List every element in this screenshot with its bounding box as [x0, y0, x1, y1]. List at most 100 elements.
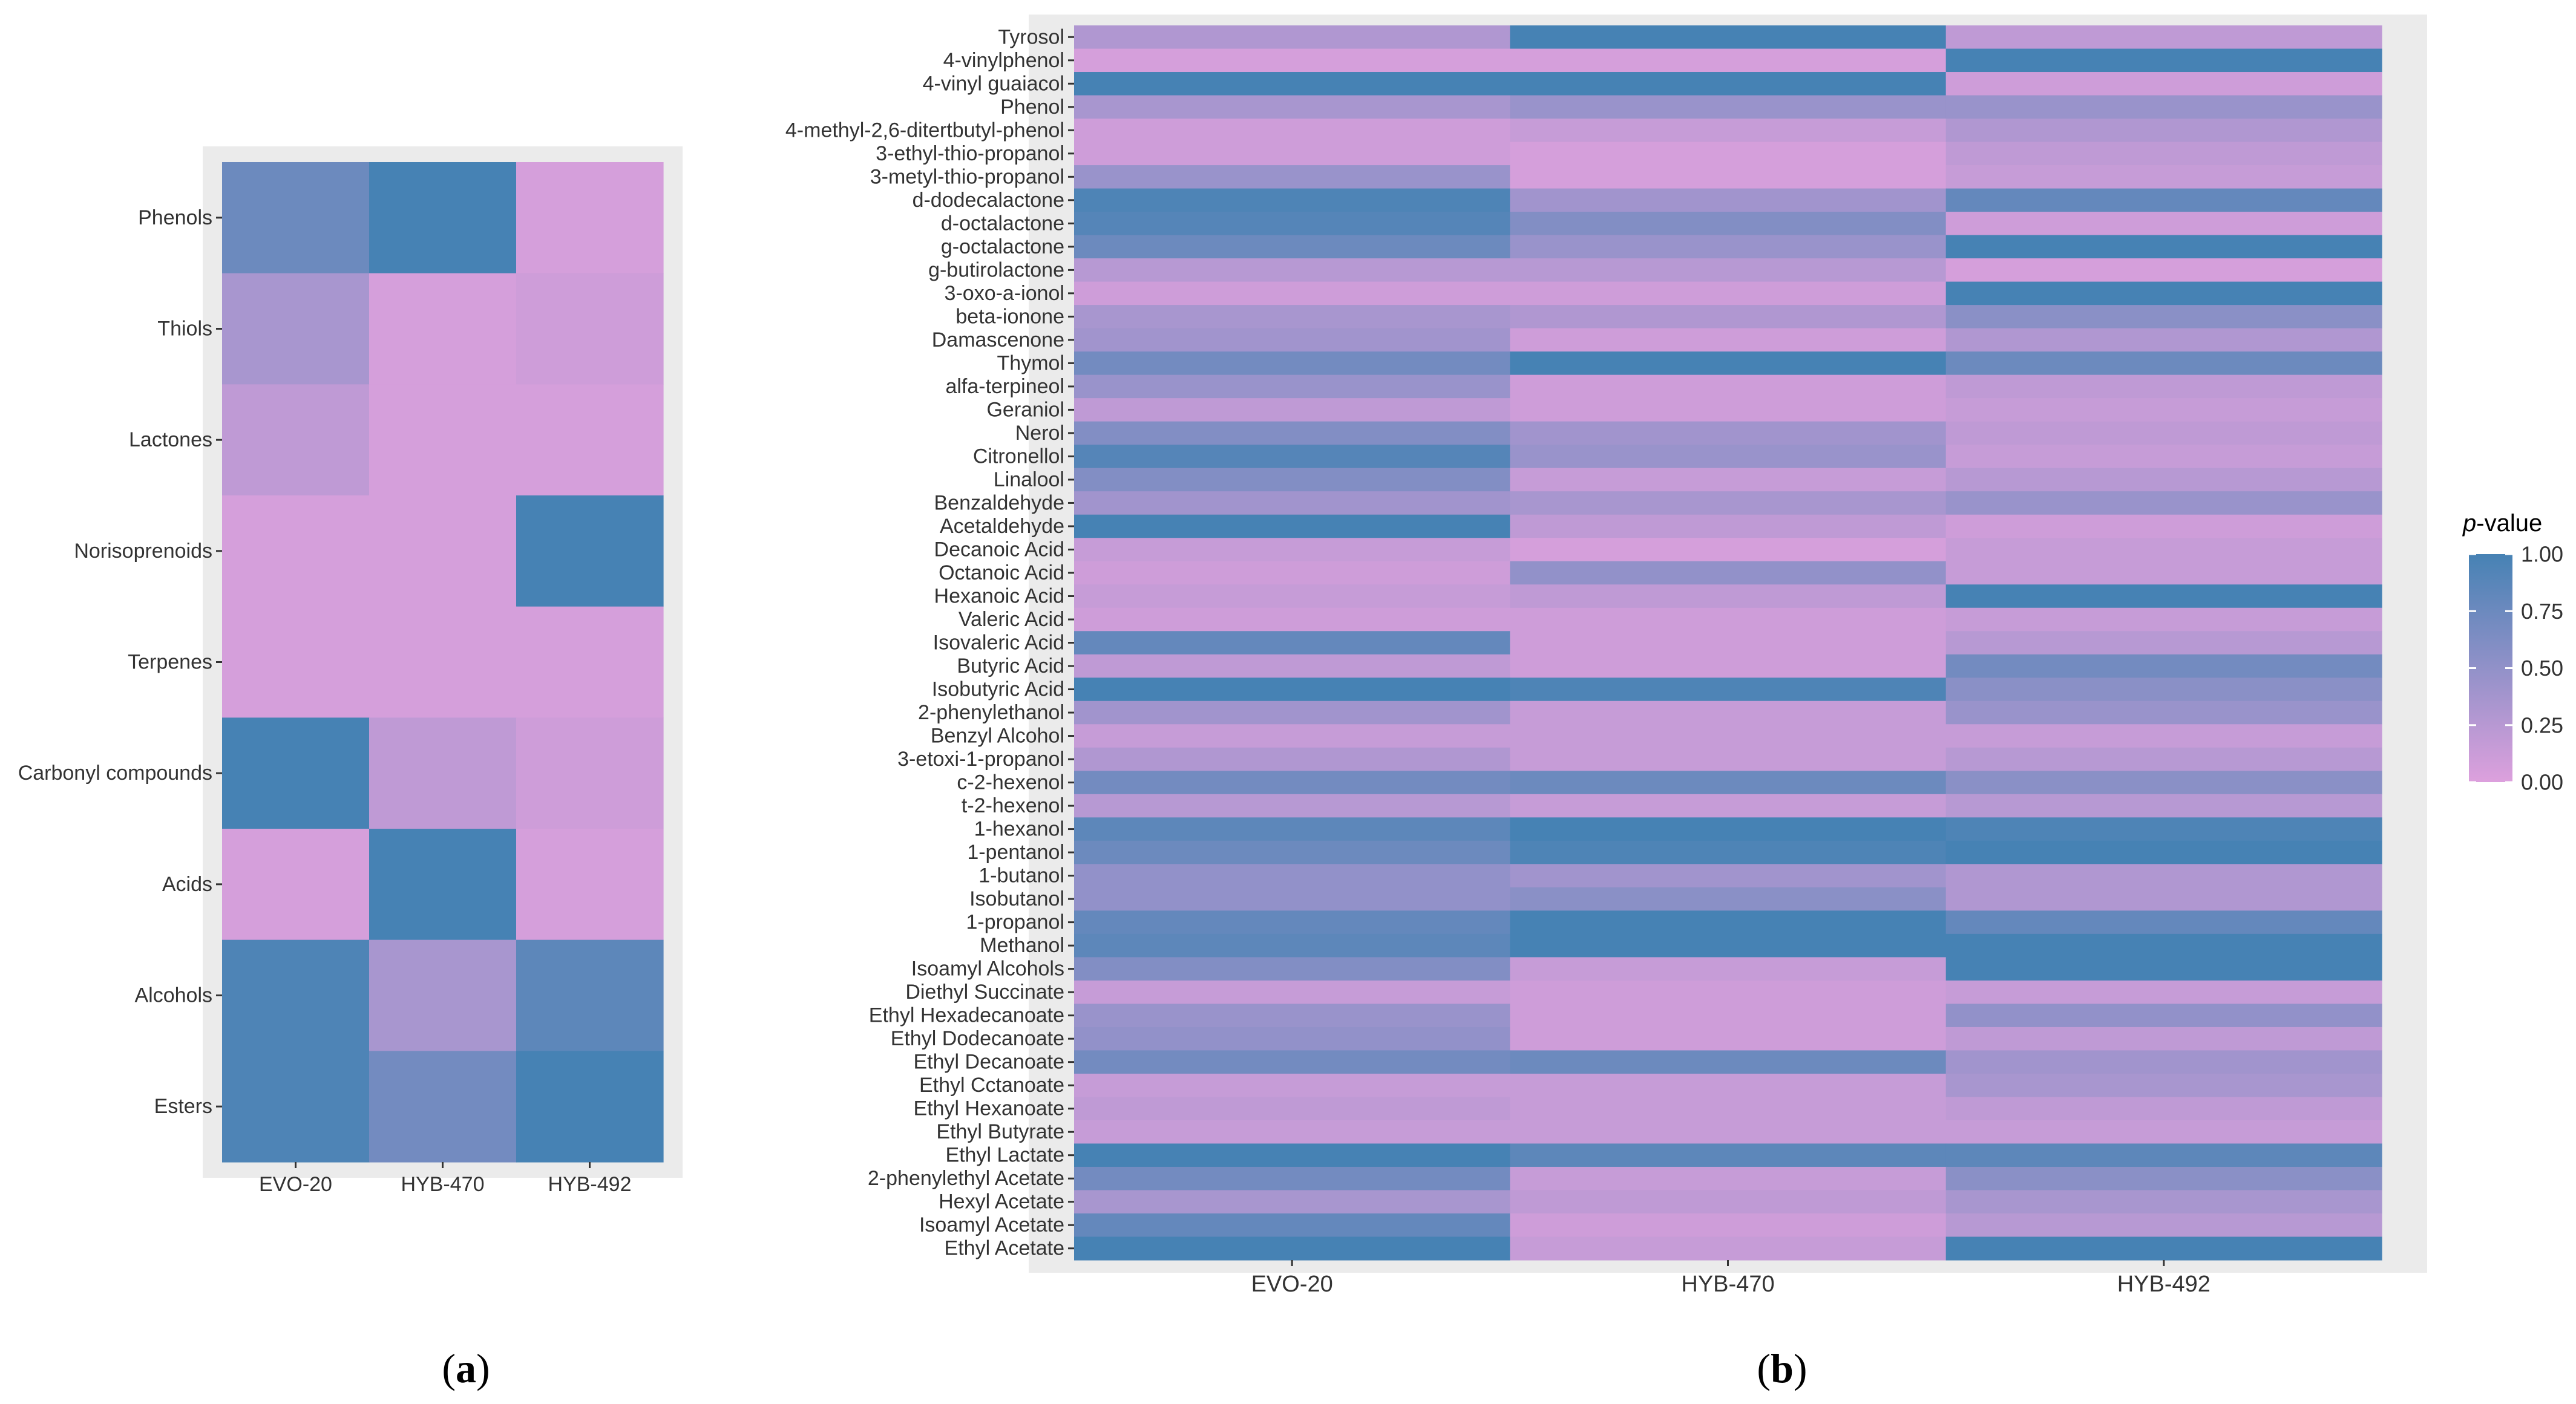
b-cell-phenol-hyb-492	[1945, 95, 2382, 119]
b-y-label-4-vinyl-guaiacol: 4-vinyl guaiacol	[923, 72, 1064, 95]
b-cell-linalool-hyb-470	[1510, 468, 1947, 492]
b-y-label-ethyl-dodecanoate: Ethyl Dodecanoate	[891, 1027, 1064, 1050]
b-cell-3-metyl-thio-propanol-hyb-492	[1945, 165, 2382, 189]
a-cell-norisoprenoids-hyb-470	[369, 495, 517, 607]
b-cell-g-octalactone-evo-20	[1074, 235, 1510, 259]
a-cell-carbonyl-compounds-hyb-470	[369, 717, 517, 829]
b-cell-isoamyl-alcohols-hyb-470	[1510, 957, 1947, 981]
b-y-label-isoamyl-alcohols: Isoamyl Alcohols	[911, 958, 1064, 981]
b-cell-citronellol-hyb-492	[1945, 445, 2382, 469]
b-cell-thymol-hyb-492	[1945, 351, 2382, 376]
b-y-label-g-octalactone: g-octalactone	[941, 235, 1064, 258]
b-cell-d-octalactone-evo-20	[1074, 212, 1510, 236]
b-cell-isovaleric-acid-evo-20	[1074, 631, 1510, 655]
b-y-label-linalool: Linalool	[994, 468, 1064, 491]
b-cell-1-propanol-evo-20	[1074, 910, 1510, 935]
b-y-label-d-dodecalactone: d-dodecalactone	[913, 189, 1064, 212]
heatmap-panel-a: Phenols Thiols Lactones Norisoprenoids Terpe…	[18, 146, 683, 1196]
b-cell-ethyl-cctanoate-evo-20	[1074, 1073, 1510, 1098]
b-y-label-diethyl-succinate: Diethyl Succinate	[905, 981, 1064, 1004]
b-y-label-c-2-hexenol: c-2-hexenol	[957, 771, 1064, 794]
b-cell-damascenone-hyb-470	[1510, 328, 1947, 352]
b-cell-beta-ionone-hyb-492	[1945, 305, 2382, 329]
a-cell-alcohols-evo-20	[222, 939, 370, 1051]
a-cell-acids-hyb-492	[516, 829, 664, 941]
b-y-label-benzyl-alcohol: Benzyl Alcohol	[931, 725, 1064, 748]
b-y-label-3-ethyl-thio-propanol: 3-ethyl-thio-propanol	[876, 142, 1064, 165]
legend-title-italic: p	[2462, 510, 2476, 537]
b-cell-2-phenylethanol-hyb-492	[1945, 700, 2382, 725]
a-cell-thiols-hyb-492	[516, 273, 664, 385]
b-cell-g-butirolactone-hyb-492	[1945, 258, 2382, 282]
b-y-label-octanoic-acid: Octanoic Acid	[939, 561, 1064, 584]
b-cell-phenol-hyb-470	[1510, 95, 1947, 119]
b-y-label-thymol: Thymol	[997, 351, 1064, 374]
b-cell-d-octalactone-hyb-492	[1945, 212, 2382, 236]
b-cell-octanoic-acid-hyb-492	[1945, 561, 2382, 585]
panel-label-a: (a)	[442, 1345, 490, 1391]
b-cell-decanoic-acid-hyb-492	[1945, 538, 2382, 562]
b-cell-ethyl-decanoate-evo-20	[1074, 1050, 1510, 1074]
b-cell-2-phenylethyl-acetate-evo-20	[1074, 1166, 1510, 1191]
b-cell-3-ethyl-thio-propanol-evo-20	[1074, 142, 1510, 166]
b-cell-isobutyric-acid-hyb-492	[1945, 678, 2382, 702]
a-cell-carbonyl-compounds-evo-20	[222, 717, 370, 829]
b-cell-3-etoxi-1-propanol-evo-20	[1074, 747, 1510, 771]
a-y-label-norisoprenoids: Norisoprenoids	[74, 540, 212, 563]
b-cell-hexanoic-acid-hyb-470	[1510, 584, 1947, 609]
b-cell-benzyl-alcohol-evo-20	[1074, 724, 1510, 748]
b-cell-diethyl-succinate-hyb-492	[1945, 980, 2382, 1004]
b-cell-citronellol-evo-20	[1074, 445, 1510, 469]
b-cell-3-ethyl-thio-propanol-hyb-492	[1945, 142, 2382, 166]
b-cell-alfa-terpineol-evo-20	[1074, 374, 1510, 399]
b-cell-beta-ionone-hyb-470	[1510, 305, 1947, 329]
b-cell-valeric-acid-hyb-470	[1510, 607, 1947, 632]
b-y-label-ethyl-lactate: Ethyl Lactate	[945, 1144, 1064, 1167]
a-cell-thiols-evo-20	[222, 273, 370, 385]
b-y-label-ethyl-acetate: Ethyl Acetate	[945, 1237, 1064, 1260]
a-cell-acids-hyb-470	[369, 829, 517, 941]
b-cell-ethyl-hexanoate-hyb-492	[1945, 1097, 2382, 1121]
b-y-label-nerol: Nerol	[1015, 422, 1064, 445]
b-y-label-alfa-terpineol: alfa-terpineol	[945, 375, 1064, 398]
b-cell-hexyl-acetate-hyb-492	[1945, 1190, 2382, 1214]
b-cell-1-pentanol-hyb-470	[1510, 840, 1947, 864]
b-cell-1-hexanol-evo-20	[1074, 817, 1510, 841]
b-cell-ethyl-acetate-evo-20	[1074, 1236, 1510, 1261]
b-y-label-ethyl-hexadecanoate: Ethyl Hexadecanoate	[869, 1004, 1064, 1027]
b-cell-hexyl-acetate-hyb-470	[1510, 1190, 1947, 1214]
b-cell-ethyl-dodecanoate-hyb-492	[1945, 1027, 2382, 1051]
b-cell-damascenone-evo-20	[1074, 328, 1510, 352]
b-cell-ethyl-butyrate-evo-20	[1074, 1120, 1510, 1144]
b-cell-3-metyl-thio-propanol-hyb-470	[1510, 165, 1947, 189]
b-y-label-isoamyl-acetate: Isoamyl Acetate	[919, 1213, 1064, 1236]
a-cell-phenols-evo-20	[222, 162, 370, 274]
b-y-label-butyric-acid: Butyric Acid	[957, 655, 1064, 678]
a-cell-esters-hyb-492	[516, 1051, 664, 1163]
b-cell-geraniol-evo-20	[1074, 398, 1510, 422]
b-cell-nerol-hyb-470	[1510, 421, 1947, 445]
b-cell-butyric-acid-hyb-492	[1945, 654, 2382, 678]
a-cell-esters-hyb-470	[369, 1051, 517, 1163]
b-y-label-ethyl-hexanoate: Ethyl Hexanoate	[914, 1097, 1065, 1120]
b-x-label-evo-20: EVO-20	[1251, 1272, 1333, 1297]
a-cell-alcohols-hyb-492	[516, 939, 664, 1051]
b-y-label-4-methyl-2-6-ditertbutyl-phenol: 4-methyl-2,6-ditertbutyl-phenol	[785, 119, 1064, 142]
b-cell-isobutanol-hyb-492	[1945, 887, 2382, 911]
legend-tick-label-0: 1.00	[2521, 542, 2563, 567]
b-cell-d-dodecalactone-hyb-492	[1945, 188, 2382, 212]
b-cell-g-octalactone-hyb-470	[1510, 235, 1947, 259]
b-cell-3-oxo-a-ionol-evo-20	[1074, 281, 1510, 305]
b-y-label-g-butirolactone: g-butirolactone	[928, 258, 1064, 281]
b-cell-d-dodecalactone-hyb-470	[1510, 188, 1947, 212]
b-cell-c-2-hexenol-hyb-492	[1945, 771, 2382, 795]
b-cell-4-methyl-2-6-ditertbutyl-phenol-evo-20	[1074, 119, 1510, 143]
b-cell-ethyl-hexadecanoate-evo-20	[1074, 1004, 1510, 1028]
b-cell-ethyl-dodecanoate-hyb-470	[1510, 1027, 1947, 1051]
legend-tick-label-1: 0.75	[2521, 599, 2563, 624]
a-cell-phenols-hyb-492	[516, 162, 664, 274]
b-y-label-4-vinylphenol: 4-vinylphenol	[943, 49, 1064, 72]
b-cell-acetaldehyde-hyb-492	[1945, 514, 2382, 538]
b-cell-alfa-terpineol-hyb-492	[1945, 374, 2382, 399]
b-y-label-2-phenylethanol: 2-phenylethanol	[918, 701, 1064, 724]
